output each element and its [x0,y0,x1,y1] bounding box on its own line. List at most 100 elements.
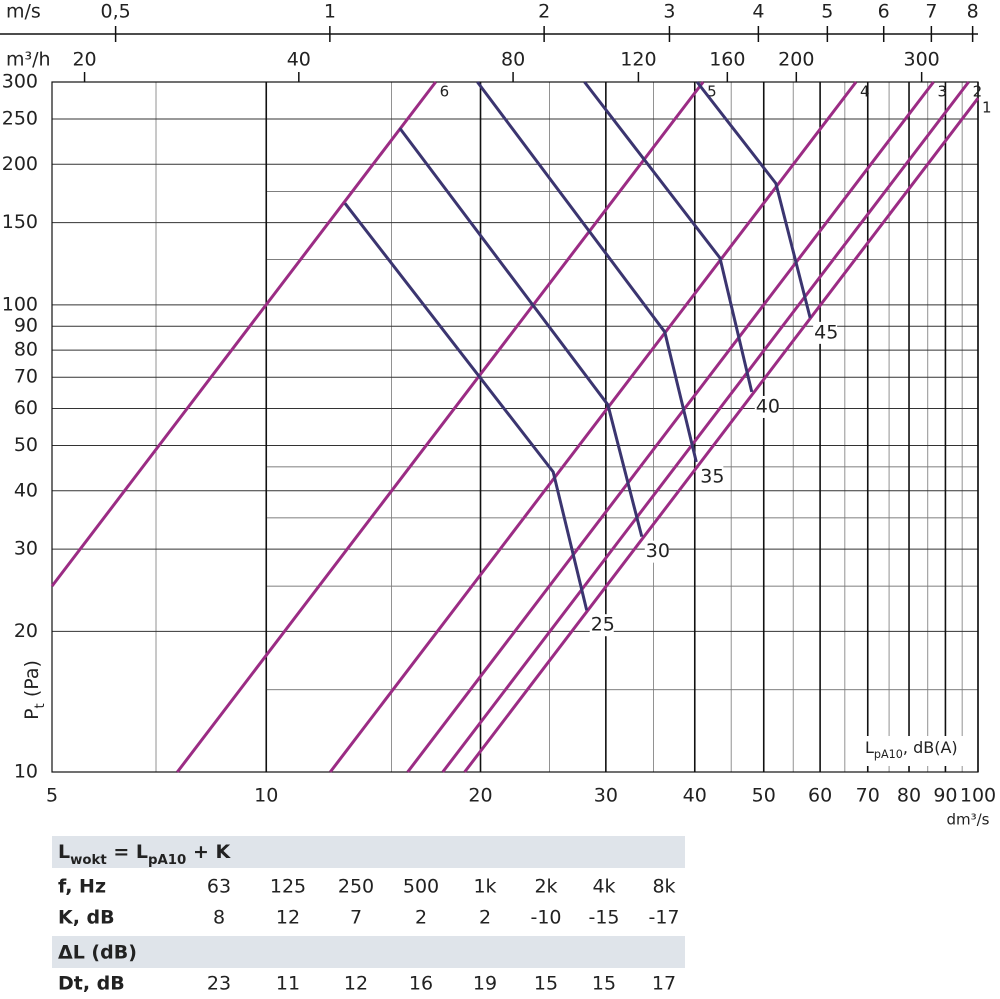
table-header-bg [52,836,685,868]
series-line [176,81,705,773]
label: LpA10, dB(A) [865,738,958,761]
table-cell: 17 [652,973,676,995]
label-part: , dB(A) [903,738,958,757]
table-cell: 19 [473,973,497,995]
top-tick-label: 200 [778,49,814,71]
table-cell: 7 [350,907,362,929]
series-label: 45 [814,321,838,343]
top-tick-label: 160 [709,49,745,71]
table-cell: 4k [592,876,615,898]
series-label: 4 [860,83,870,101]
label-part: (Pa) [21,660,43,703]
label-part: + K [186,841,231,863]
y-tick-label: 200 [2,153,38,175]
series-label: 5 [707,83,717,101]
top-tick-label: 300 [904,49,940,71]
x-axis-label: dm³/s [946,811,989,829]
y-tick-label: 60 [14,397,38,419]
label-part: P [21,708,43,719]
series-line [50,81,437,588]
table-cell: -10 [530,907,561,929]
series-label: 40 [756,395,780,417]
series-line [695,81,812,319]
label: Pt (Pa) [21,660,48,720]
x-tick-label: 50 [752,785,776,807]
table-cell: 500 [403,876,439,898]
table-cell: 2 [479,907,491,929]
series-line [476,81,698,463]
table-cell: 23 [207,973,231,995]
top-tick-label: 80 [501,49,525,71]
top-axis-label: m³/h [6,49,51,71]
label: Lwokt = LpA10 + K [58,841,231,868]
series-line [441,81,970,773]
table-cell: -17 [648,907,679,929]
top-tick-label: 0,5 [101,1,131,23]
series-label: 2 [973,83,983,101]
y-tick-label: 80 [14,339,38,361]
top-axis-label: m/s [6,1,41,23]
label-part: pA10 [148,853,186,868]
y-tick-label: 100 [2,293,38,315]
series-label: 3 [938,83,948,101]
y-tick-label: 70 [14,366,38,388]
series-label-bg [644,540,669,563]
table-cell: -15 [588,907,619,929]
table-cell: 8 [213,907,225,929]
y-tick-label: 30 [14,538,38,560]
y-tick-label: 300 [2,71,38,93]
series-label: 6 [440,83,450,101]
x-tick-label: 20 [468,785,492,807]
table-cell: 250 [338,876,374,898]
series-label-bg [813,321,838,344]
x-tick-label: 90 [933,785,957,807]
x-tick-label: 10 [254,785,278,807]
top-tick-label: 3 [663,1,675,23]
table-cell: 12 [344,973,368,995]
top-tick-label: 4 [752,1,764,23]
series-line [406,81,935,773]
series-label-bg [589,614,614,637]
y-tick-label: 10 [14,761,38,783]
series-label: 35 [700,465,724,487]
series-label-bg [754,395,779,418]
table-cell: 8k [652,876,675,898]
table-cell: 12 [276,907,300,929]
x-tick-label: 40 [683,785,707,807]
table-cell: 2 [415,907,427,929]
table-header-bg [52,936,685,968]
y-tick-label: 150 [2,211,38,233]
y-tick-label: 90 [14,315,38,337]
y-tick-label: 50 [14,434,38,456]
label-part: t [33,703,48,708]
series-label: 30 [646,540,670,562]
label-part: L [58,841,70,863]
table-delta-title: ΔL (dB) [58,942,137,964]
x-tick-label: 100 [960,785,996,807]
y-tick-label: 40 [14,479,38,501]
top-tick-label: 1 [324,1,336,23]
x-tick-label: 30 [594,785,618,807]
y-tick-label: 250 [2,107,38,129]
top-tick-label: 120 [620,49,656,71]
table-cell: 63 [207,876,231,898]
top-tick-label: 5 [821,1,833,23]
top-tick-label: 2 [538,1,550,23]
series-label: 1 [982,99,992,117]
series-line [398,127,644,538]
series-line [329,81,858,773]
top-tick-label: 6 [878,1,890,23]
x-tick-label: 70 [856,785,880,807]
series-label: 25 [591,614,615,636]
x-tick-label: 60 [808,785,832,807]
table-row-label: Dt, dB [58,973,125,995]
table-cell: 15 [592,973,616,995]
table-cell: 2k [534,876,557,898]
series-line [463,97,980,773]
plot-frame [51,81,979,773]
table-cell: 125 [270,876,306,898]
series-line [583,81,754,393]
label-part: = L [107,841,148,863]
label-part: L [865,738,874,757]
